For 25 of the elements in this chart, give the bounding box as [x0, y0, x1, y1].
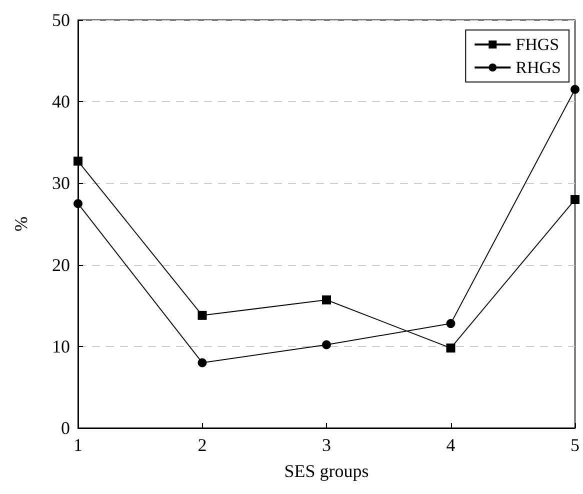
y-tick-label: 10: [52, 336, 70, 356]
x-tick-label: 2: [198, 435, 207, 455]
legend-label: FHGS: [516, 35, 560, 54]
x-tick-label: 5: [570, 435, 580, 455]
point: [446, 319, 456, 328]
x-tick-label: 3: [322, 435, 331, 455]
point: [74, 199, 82, 208]
point: [570, 84, 580, 94]
point: [322, 295, 331, 304]
x-tick-label: 1: [74, 435, 82, 455]
y-tick-label: 50: [52, 10, 70, 30]
x-tick-label: 4: [446, 435, 456, 455]
point: [570, 195, 580, 204]
point: [198, 358, 207, 368]
y-tick-label: 30: [52, 173, 70, 194]
legend-label: RHGS: [516, 58, 562, 77]
y-axis-title: %: [11, 216, 31, 232]
point: [446, 344, 456, 353]
y-tick-label: 20: [52, 254, 70, 275]
point: [198, 310, 207, 320]
y-tick-label: 40: [52, 92, 70, 112]
y-tick-label: 0: [61, 418, 70, 438]
x-axis-title: SES groups: [284, 461, 369, 481]
point: [322, 340, 331, 350]
point: [74, 156, 82, 166]
